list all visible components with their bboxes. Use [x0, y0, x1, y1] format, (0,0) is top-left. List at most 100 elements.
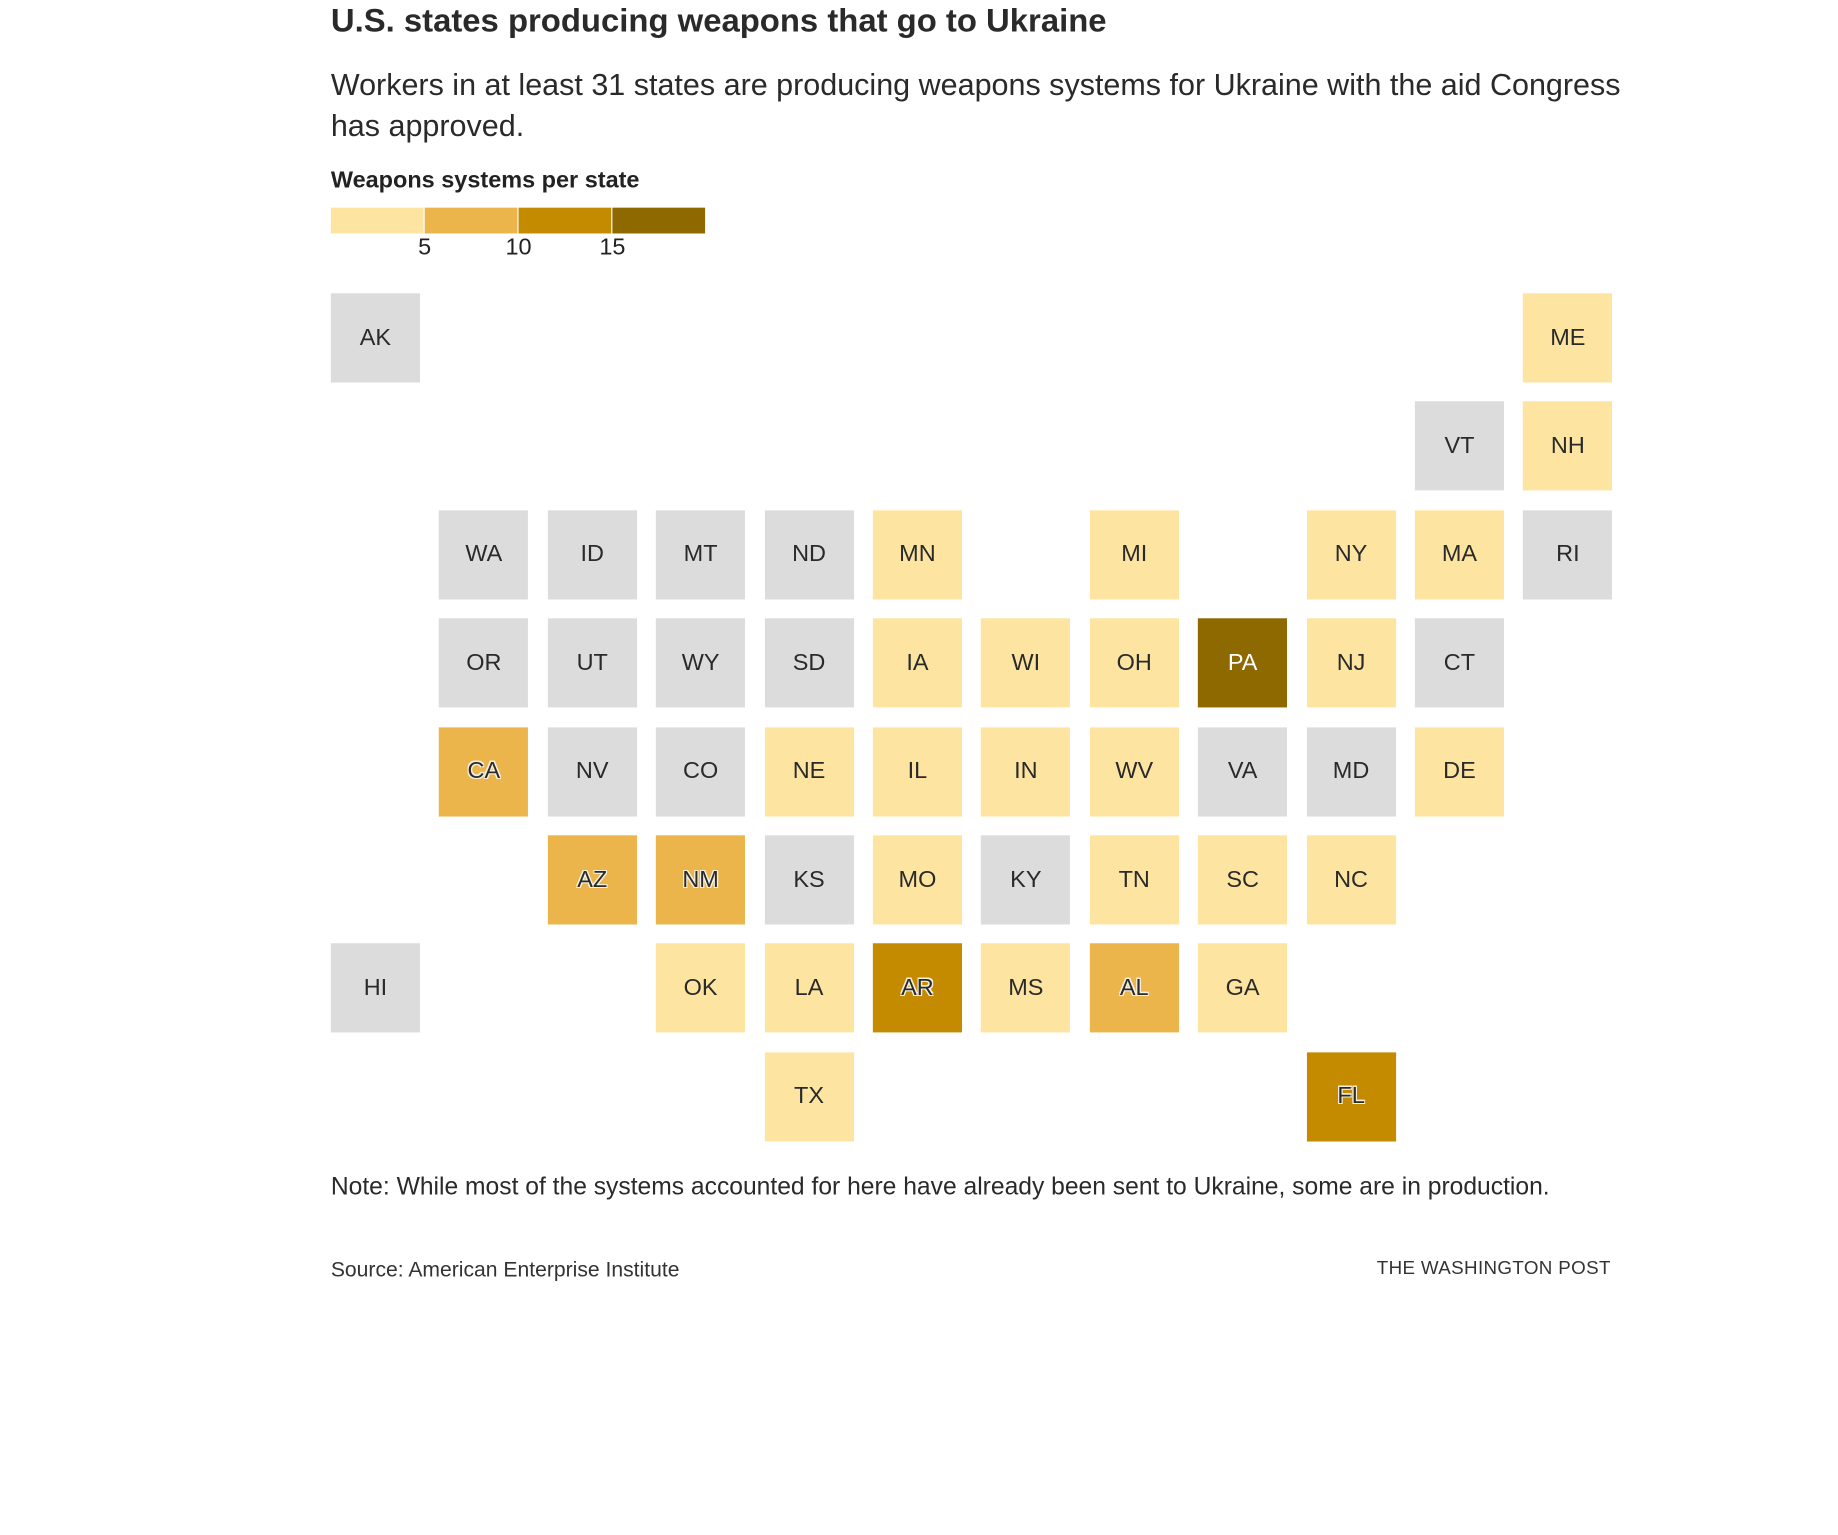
state-tile-id[interactable]: ID: [547, 510, 637, 600]
legend-swatch-1: [330, 207, 424, 234]
legend-tick-15: 15: [599, 234, 626, 261]
state-tile-nh[interactable]: NH: [1523, 401, 1613, 491]
state-tile-ga[interactable]: GA: [1198, 943, 1288, 1033]
state-label: MN: [899, 541, 936, 568]
state-label: LA: [794, 974, 824, 1001]
state-tile-oh[interactable]: OH: [1089, 618, 1179, 708]
state-tile-ny[interactable]: NY: [1306, 510, 1396, 600]
state-label: MS: [1008, 974, 1044, 1001]
state-label: IA: [906, 649, 929, 676]
state-tile-al[interactable]: AL: [1089, 943, 1179, 1033]
state-label: IN: [1014, 757, 1038, 784]
state-label: MT: [683, 541, 718, 568]
state-label: IL: [907, 757, 928, 784]
legend-tick-5: 5: [418, 234, 432, 261]
state-tile-ne[interactable]: NE: [764, 726, 854, 817]
state-label: NE: [792, 757, 826, 784]
state-label: WV: [1115, 757, 1154, 784]
state-tile-mn[interactable]: MN: [872, 510, 963, 600]
state-tile-ok[interactable]: OK: [656, 943, 746, 1033]
state-tile-nd[interactable]: ND: [764, 510, 854, 600]
state-tile-nc[interactable]: NC: [1306, 835, 1396, 925]
state-tile-wa[interactable]: WA: [439, 510, 529, 600]
state-label: NJ: [1336, 649, 1366, 676]
state-label: TN: [1118, 866, 1150, 893]
state-tile-mt[interactable]: MT: [656, 510, 746, 600]
state-tile-ms[interactable]: MS: [981, 943, 1071, 1033]
state-tile-mi[interactable]: MI: [1089, 510, 1179, 600]
state-tile-ct[interactable]: CT: [1414, 618, 1505, 708]
state-tile-in[interactable]: IN: [981, 726, 1071, 817]
state-tile-ca[interactable]: CA: [439, 726, 529, 817]
state-tile-co[interactable]: CO: [656, 726, 746, 817]
state-label: KY: [1010, 866, 1042, 893]
state-tile-wv[interactable]: WV: [1089, 726, 1179, 817]
state-tile-md[interactable]: MD: [1306, 726, 1396, 817]
state-tile-nv[interactable]: NV: [547, 726, 637, 817]
state-label: KS: [793, 866, 825, 893]
state-label: VT: [1444, 432, 1475, 459]
state-tile-la[interactable]: LA: [764, 943, 854, 1033]
state-label: NV: [575, 757, 609, 784]
state-tile-pa[interactable]: PA: [1198, 618, 1288, 708]
state-label: MO: [898, 866, 937, 893]
state-tile-ar[interactable]: AR: [872, 943, 963, 1033]
state-tile-nm[interactable]: NM: [656, 835, 746, 925]
state-label: CT: [1443, 649, 1476, 676]
chart-title: U.S. states producing weapons that go to…: [330, 2, 1107, 39]
state-tile-vt[interactable]: VT: [1414, 401, 1505, 491]
state-tile-tx[interactable]: TX: [764, 1052, 854, 1142]
state-tile-il[interactable]: IL: [872, 726, 963, 817]
state-tile-wi[interactable]: WI: [981, 618, 1071, 708]
state-label: ID: [580, 541, 604, 568]
state-tile-sd[interactable]: SD: [764, 618, 854, 708]
state-tile-or[interactable]: OR: [439, 618, 529, 708]
state-label: NH: [1550, 432, 1585, 459]
state-tile-wy[interactable]: WY: [656, 618, 746, 708]
state-tile-ak[interactable]: AK: [330, 293, 421, 383]
state-label: UT: [576, 649, 608, 676]
state-label: AL: [1119, 974, 1149, 1001]
state-label: OR: [466, 649, 502, 676]
state-label: WA: [465, 541, 503, 568]
state-tile-mo[interactable]: MO: [872, 835, 963, 925]
state-tile-tn[interactable]: TN: [1089, 835, 1179, 925]
legend-swatch-2: [424, 207, 518, 234]
state-tile-nj[interactable]: NJ: [1306, 618, 1396, 708]
state-label: PA: [1227, 649, 1258, 676]
state-tile-ri[interactable]: RI: [1523, 510, 1613, 600]
state-tile-ky[interactable]: KY: [981, 835, 1071, 925]
state-label: CA: [467, 757, 501, 784]
state-label: GA: [1225, 974, 1260, 1001]
state-label: AK: [359, 324, 392, 351]
state-label: FL: [1337, 1083, 1365, 1110]
state-tile-ma[interactable]: MA: [1414, 510, 1505, 600]
state-label: AR: [901, 974, 934, 1001]
state-tile-hi[interactable]: HI: [330, 943, 421, 1033]
state-label: ND: [792, 541, 826, 568]
state-label: NY: [1334, 541, 1368, 568]
credit: THE WASHINGTON POST: [1376, 1258, 1611, 1279]
state-label: OK: [683, 974, 718, 1001]
state-tile-va[interactable]: VA: [1198, 726, 1288, 817]
source: Source: American Enterprise Institute: [330, 1257, 680, 1282]
state-label: WY: [681, 649, 720, 676]
legend-swatch-4: [612, 207, 706, 234]
state-tile-ia[interactable]: IA: [872, 618, 963, 708]
state-tile-fl[interactable]: FL: [1306, 1052, 1396, 1142]
state-label: SC: [1226, 866, 1259, 893]
state-tile-de[interactable]: DE: [1414, 726, 1505, 817]
state-label: NC: [1334, 866, 1368, 893]
state-label: TX: [794, 1083, 825, 1110]
state-tile-ut[interactable]: UT: [547, 618, 637, 708]
state-label: MA: [1441, 541, 1478, 568]
state-tile-me[interactable]: ME: [1523, 293, 1613, 383]
state-tile-sc[interactable]: SC: [1198, 835, 1288, 925]
state-label: CO: [683, 757, 719, 784]
state-tile-az[interactable]: AZ: [547, 835, 637, 925]
state-tile-ks[interactable]: KS: [764, 835, 854, 925]
legend-title: Weapons systems per state: [330, 167, 640, 194]
state-label: SD: [792, 649, 826, 676]
state-label: DE: [1443, 757, 1476, 784]
